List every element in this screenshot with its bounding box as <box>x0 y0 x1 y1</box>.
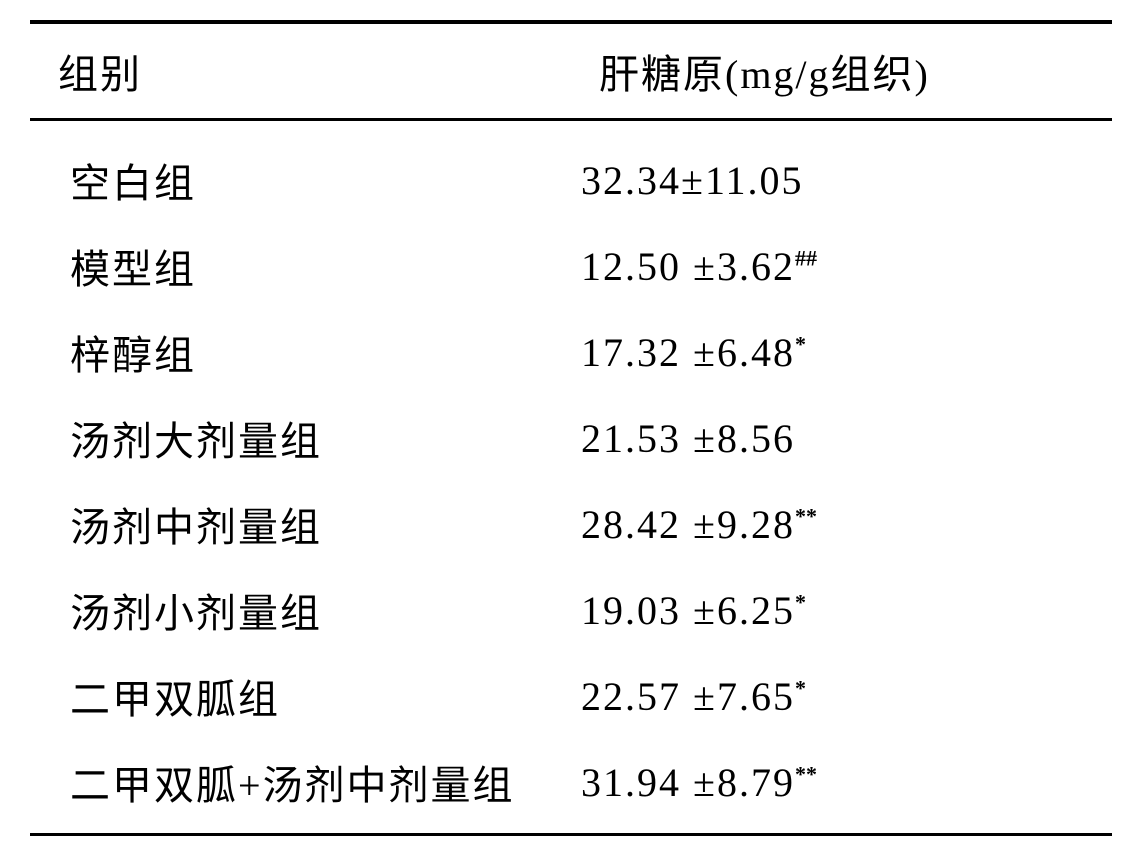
value-text: 12.50 ±3.62 <box>581 244 795 289</box>
table-row: 二甲双胍+汤剂中剂量组31.94 ±8.79** <box>30 739 1112 835</box>
cell-value: 17.32 ±6.48* <box>571 309 1112 395</box>
significance-marker: * <box>795 675 806 700</box>
cell-group: 空白组 <box>30 120 571 224</box>
significance-marker: * <box>795 589 806 614</box>
table-row: 二甲双胍组22.57 ±7.65* <box>30 653 1112 739</box>
data-table-container: 组别 肝糖原(mg/g组织) 空白组32.34±11.05模型组12.50 ±3… <box>0 0 1142 856</box>
table-header-row: 组别 肝糖原(mg/g组织) <box>30 22 1112 120</box>
significance-marker: ** <box>795 503 817 528</box>
value-text: 32.34±11.05 <box>581 158 803 203</box>
table-row: 模型组12.50 ±3.62## <box>30 223 1112 309</box>
value-text: 31.94 ±8.79 <box>581 760 795 805</box>
table-row: 汤剂小剂量组19.03 ±6.25* <box>30 567 1112 653</box>
significance-marker: * <box>795 331 806 356</box>
glycogen-table: 组别 肝糖原(mg/g组织) 空白组32.34±11.05模型组12.50 ±3… <box>30 20 1112 836</box>
cell-group: 二甲双胍组 <box>30 653 571 739</box>
cell-value: 28.42 ±9.28** <box>571 481 1112 567</box>
cell-group: 梓醇组 <box>30 309 571 395</box>
header-value: 肝糖原(mg/g组织) <box>571 22 1112 120</box>
table-row: 汤剂中剂量组28.42 ±9.28** <box>30 481 1112 567</box>
cell-group: 模型组 <box>30 223 571 309</box>
cell-value: 21.53 ±8.56 <box>571 395 1112 481</box>
cell-value: 12.50 ±3.62## <box>571 223 1112 309</box>
table-row: 汤剂大剂量组21.53 ±8.56 <box>30 395 1112 481</box>
cell-value: 22.57 ±7.65* <box>571 653 1112 739</box>
cell-group: 二甲双胍+汤剂中剂量组 <box>30 739 571 835</box>
table-row: 空白组32.34±11.05 <box>30 120 1112 224</box>
table-row: 梓醇组17.32 ±6.48* <box>30 309 1112 395</box>
cell-value: 19.03 ±6.25* <box>571 567 1112 653</box>
header-group: 组别 <box>30 22 571 120</box>
value-text: 19.03 ±6.25 <box>581 588 795 633</box>
table-body: 空白组32.34±11.05模型组12.50 ±3.62##梓醇组17.32 ±… <box>30 120 1112 835</box>
cell-group: 汤剂大剂量组 <box>30 395 571 481</box>
cell-group: 汤剂小剂量组 <box>30 567 571 653</box>
cell-value: 31.94 ±8.79** <box>571 739 1112 835</box>
value-text: 17.32 ±6.48 <box>581 330 795 375</box>
value-text: 22.57 ±7.65 <box>581 674 795 719</box>
value-text: 28.42 ±9.28 <box>581 502 795 547</box>
significance-marker: ** <box>795 761 817 786</box>
value-text: 21.53 ±8.56 <box>581 416 795 461</box>
cell-value: 32.34±11.05 <box>571 120 1112 224</box>
cell-group: 汤剂中剂量组 <box>30 481 571 567</box>
significance-marker: ## <box>795 245 817 270</box>
